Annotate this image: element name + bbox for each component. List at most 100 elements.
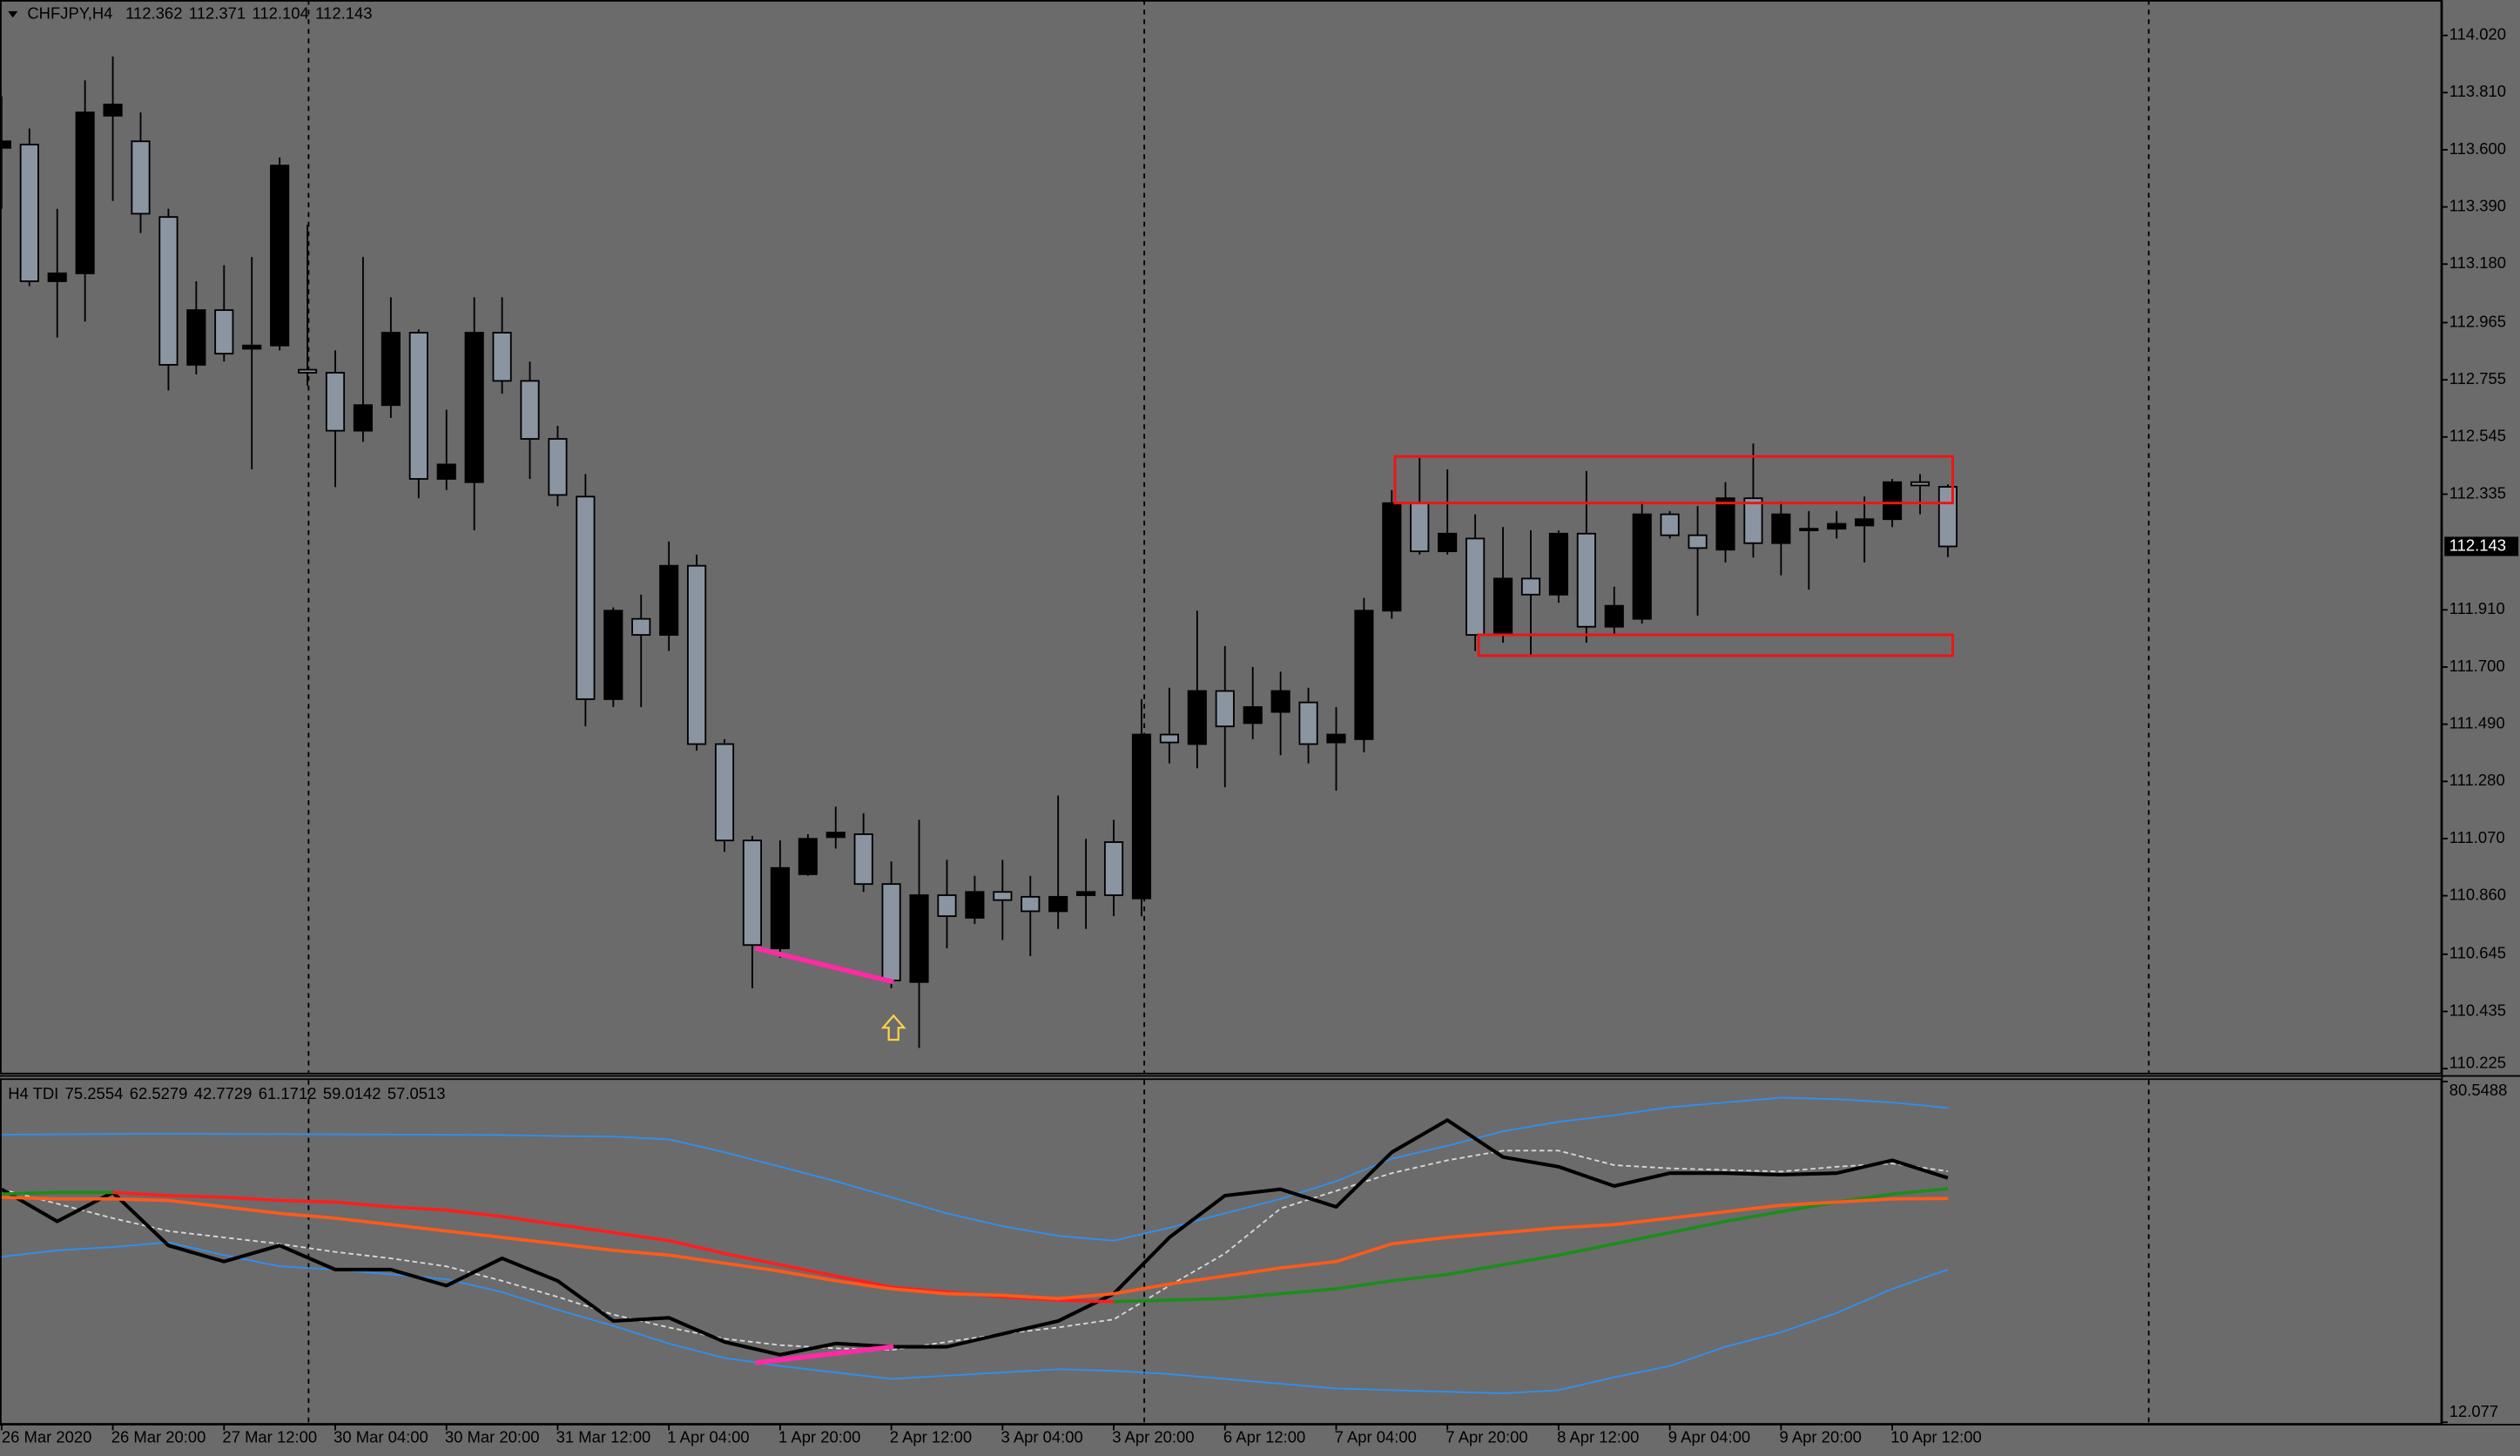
- candle-body: [1520, 577, 1541, 596]
- indicator-line: [1, 1241, 1949, 1394]
- price-annotations: [754, 455, 1954, 1041]
- y-tick-label: 113.810: [2449, 82, 2506, 100]
- candle-body: [742, 839, 763, 947]
- tdi-header: H4 TDI 75.2554 62.5279 42.7729 61.1712 59.014…: [8, 1084, 445, 1102]
- x-tick-label: 7 Apr 20:00: [1445, 1428, 1527, 1446]
- candle-body: [1215, 690, 1235, 728]
- divergence-line: [755, 1344, 894, 1365]
- candle-body: [75, 111, 95, 274]
- candle-body: [798, 838, 818, 875]
- x-tick-label: 1 Apr 20:00: [778, 1428, 860, 1446]
- candle-body: [270, 165, 290, 347]
- indicator-line: [1, 1149, 1949, 1352]
- candle-body: [158, 216, 179, 366]
- tdi-title: H4 TDI: [8, 1084, 58, 1102]
- tdi-plot: [1, 1080, 2150, 1425]
- candle-body: [1076, 891, 1096, 896]
- candle-body: [408, 332, 428, 480]
- y-tick-label: 110.860: [2449, 885, 2506, 903]
- low-value: 112.104: [253, 3, 309, 22]
- range-box: [1393, 455, 1954, 505]
- price-header: CHFJPY,H4 112.362 112.371 112.104 112.143: [27, 3, 372, 22]
- x-tick-label: 2 Apr 12:00: [890, 1428, 972, 1446]
- tdi-annotations: [755, 1344, 894, 1365]
- candle-body: [1660, 513, 1680, 536]
- candle-body: [1326, 733, 1346, 744]
- tdi-value: 62.5279: [130, 1084, 188, 1102]
- candle-body: [325, 372, 346, 432]
- divergence-line: [754, 946, 894, 985]
- candle-body: [1048, 895, 1068, 913]
- y-tick-label: 111.910: [2449, 599, 2505, 617]
- candle-body: [1243, 706, 1263, 725]
- y-tick-label: 111.700: [2449, 657, 2505, 675]
- candle-body: [881, 883, 901, 981]
- candle-body: [687, 564, 707, 745]
- x-tick-label: 10 Apr 12:00: [1890, 1428, 1982, 1446]
- candle-body: [1492, 577, 1513, 637]
- candle-body: [1021, 895, 1041, 913]
- y-tick-label: 112.545: [2449, 427, 2506, 445]
- candle-body: [576, 495, 596, 700]
- candle-body: [492, 332, 512, 382]
- close-value: 112.143: [315, 3, 372, 22]
- y-tick-label: 12.077: [2449, 1402, 2498, 1420]
- last-price-label: 112.143: [2449, 536, 2506, 554]
- y-tick-label: 112.755: [2449, 369, 2506, 388]
- candle-body: [548, 438, 568, 496]
- candle-body: [381, 332, 401, 407]
- candle-body: [1298, 701, 1318, 745]
- candle-body: [1354, 610, 1374, 740]
- buy-arrow: [880, 1014, 906, 1041]
- candle-body: [131, 140, 151, 215]
- candle-body: [520, 380, 540, 440]
- candle-body: [659, 564, 679, 637]
- y-tick-label: 113.390: [2449, 196, 2506, 214]
- candle-body: [1103, 841, 1124, 896]
- candle-body: [464, 332, 484, 483]
- candle-body: [1910, 481, 1930, 487]
- candle-body: [909, 894, 929, 983]
- x-tick-label: 30 Mar 04:00: [334, 1428, 428, 1446]
- candle-body: [1548, 532, 1568, 596]
- candle-body: [1827, 522, 1847, 530]
- candle-body: [825, 832, 846, 839]
- y-tick-label: 110.435: [2449, 1001, 2506, 1019]
- last-price-box: [2444, 536, 2519, 556]
- candle-body: [1632, 513, 1652, 620]
- open-value: 112.362: [125, 3, 182, 22]
- candle-body: [1466, 537, 1486, 637]
- y-tick-label: 110.645: [2449, 944, 2506, 962]
- x-tick-label: 8 Apr 12:00: [1557, 1428, 1639, 1446]
- y-tick-label: 110.225: [2449, 1054, 2506, 1072]
- candle-body: [47, 272, 67, 282]
- x-tick-label: 9 Apr 04:00: [1668, 1428, 1750, 1446]
- candle-body: [965, 891, 985, 919]
- candle-body: [937, 894, 957, 917]
- x-tick-label: 31 Mar 12:00: [556, 1428, 651, 1446]
- candle-body: [1187, 690, 1207, 745]
- candle-body: [1576, 532, 1596, 628]
- candle-body: [993, 891, 1013, 901]
- x-tick-label: 26 Mar 2020: [2, 1428, 92, 1446]
- candle-body: [1604, 604, 1624, 628]
- candle-body: [1410, 502, 1430, 553]
- range-box: [1477, 633, 1954, 657]
- x-tick-label: 27 Mar 12:00: [222, 1428, 317, 1446]
- candle-body: [1438, 532, 1458, 553]
- x-tick-label: 1 Apr 04:00: [667, 1428, 749, 1446]
- candle-body: [298, 368, 318, 374]
- y-tick-label: 112.335: [2449, 483, 2506, 502]
- tdi-value: 61.1712: [259, 1084, 317, 1102]
- tdi-value: 42.7729: [194, 1084, 253, 1102]
- y-tick-label: 112.965: [2449, 312, 2506, 330]
- candle-body: [1270, 690, 1290, 713]
- menu-triangle[interactable]: [8, 10, 18, 18]
- candle-body: [436, 463, 456, 480]
- y-tick-label: 114.020: [2449, 25, 2506, 44]
